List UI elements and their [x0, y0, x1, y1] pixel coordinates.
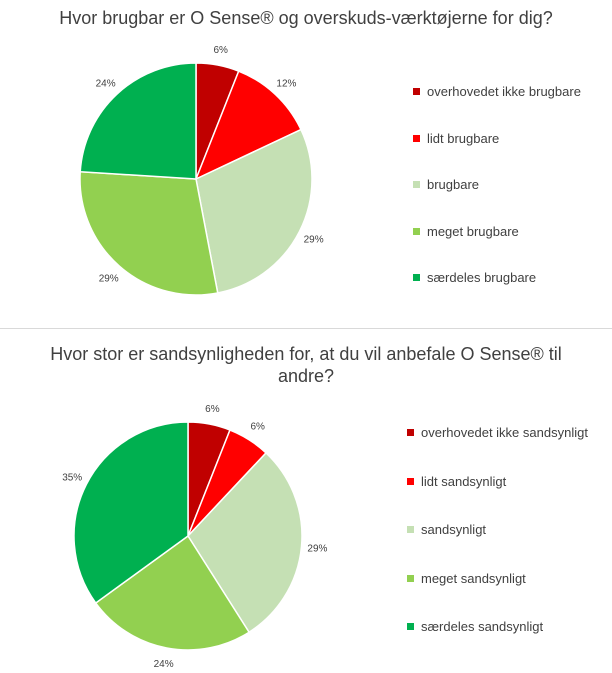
data-label-sandsynligt: 29%: [307, 544, 327, 555]
chart-title: Hvor stor er sandsynligheden for, at du …: [50, 344, 562, 386]
data-label-meget-brugbare: 29%: [99, 274, 119, 285]
legend-swatch: [407, 429, 414, 436]
pie-slice-meget-sandsynligt: [94, 534, 251, 651]
data-label-lidt-sandsynligt: 6%: [250, 422, 265, 433]
legend-label: lidt sandsynligt: [421, 473, 507, 489]
legend-swatch: [413, 134, 420, 142]
legend-label: sandsynligt: [421, 522, 487, 537]
legend-label: særdeles brugbare: [427, 270, 537, 285]
legend-swatch: [413, 274, 420, 281]
legend-label: særdeles sandsynligt: [421, 619, 544, 634]
pie-slice-særdeles-sandsynligt: [73, 421, 189, 605]
legend-swatch: [413, 227, 420, 235]
pie-chart-usefulness: 6% 12% 29% 29% 24%: [79, 45, 324, 296]
pie-slice-meget-brugbare: [79, 170, 219, 296]
pie-slice-særdeles-brugbare: [79, 62, 197, 180]
chart-panel-recommend: Hvor stor er sandsynligheden for, at du …: [0, 331, 612, 673]
legend-swatch: [407, 574, 414, 582]
legend-swatch: [407, 623, 414, 630]
data-label-overhovedet-ikke-brugbare: 6%: [213, 45, 228, 56]
legend-swatch: [407, 477, 414, 485]
pie-slice-lidt-brugbare: [194, 70, 302, 181]
chart-title: Hvor brugbar er O Sense® og overskuds-væ…: [59, 8, 553, 28]
legend-label: lidt brugbare: [427, 130, 500, 146]
legend-label: meget sandsynligt: [421, 570, 526, 586]
data-label-særdeles-brugbare: 24%: [96, 78, 116, 89]
pie-chart-recommend: 6% 6% 29% 24% 35%: [62, 404, 327, 670]
pie-slice-sandsynligt: [187, 451, 303, 634]
data-label-særdeles-sandsynligt: 35%: [62, 473, 82, 484]
divider: [0, 328, 612, 329]
data-label-lidt-brugbare: 12%: [276, 78, 296, 89]
chart-panel-usefulness: Hvor brugbar er O Sense® og overskuds-væ…: [0, 0, 612, 328]
data-label-brugbare: 29%: [304, 234, 324, 245]
pie-slice-brugbare: [195, 128, 313, 294]
legend-swatch: [413, 88, 420, 95]
data-label-overhovedet-ikke-sandsynligt: 6%: [205, 404, 220, 415]
legend-label: overhovedet ikke sandsynligt: [421, 425, 588, 440]
data-label-meget-sandsynligt: 24%: [154, 659, 174, 670]
legend-label: overhovedet ikke brugbare: [427, 84, 581, 99]
legend-swatch: [407, 526, 414, 533]
legend-swatch: [413, 181, 420, 188]
legend-label: brugbare: [427, 177, 480, 192]
legend-label: meget brugbare: [427, 223, 519, 239]
